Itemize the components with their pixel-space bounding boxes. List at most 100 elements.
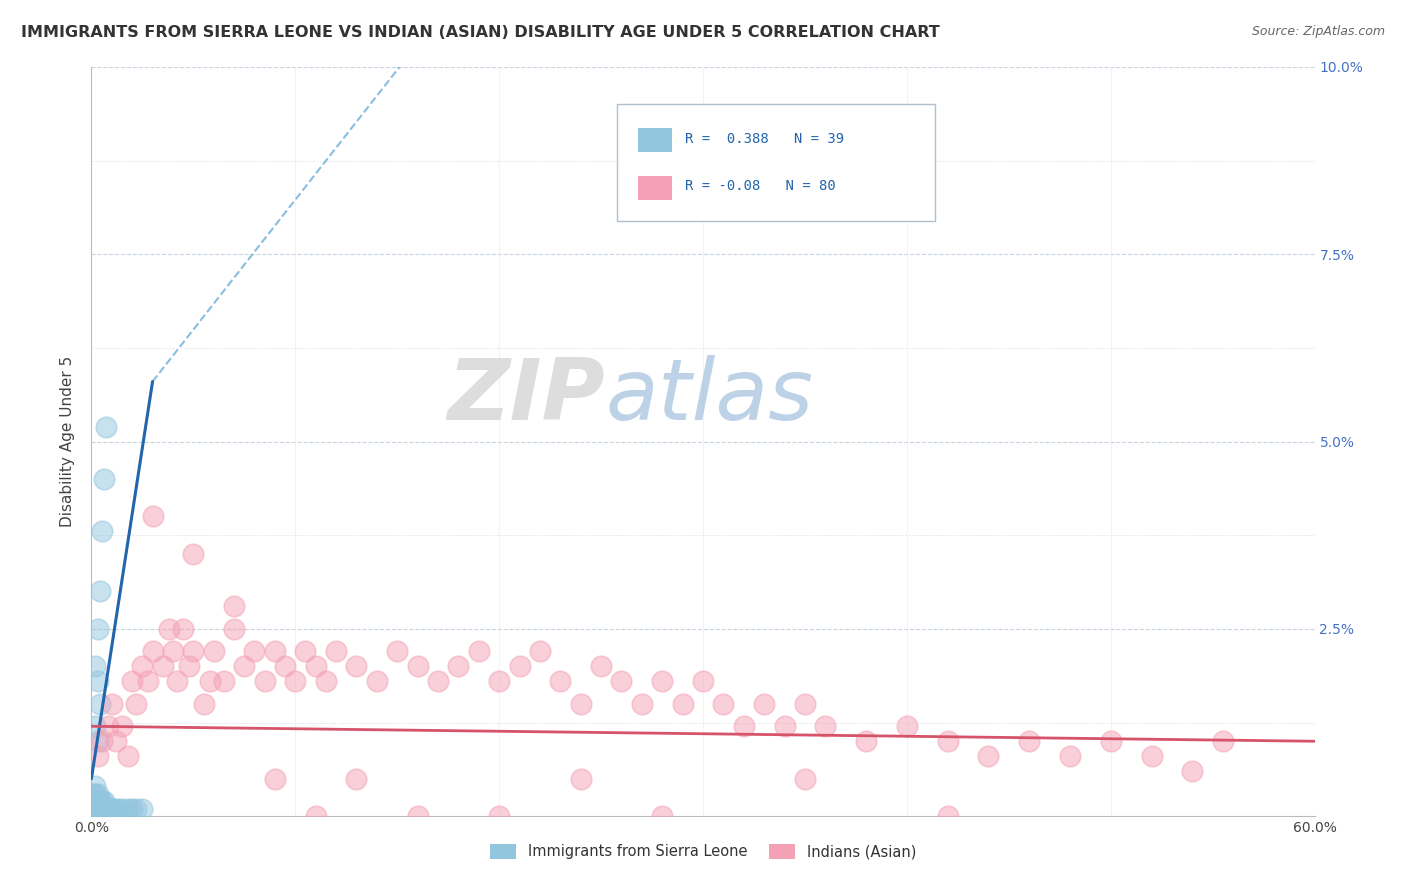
Point: [82, 794, 104, 808]
Point: [1212, 734, 1234, 748]
Point: [111, 802, 134, 816]
Point: [90, 802, 112, 816]
Text: R =  0.388   N = 39: R = 0.388 N = 39: [685, 131, 844, 145]
Point: [93, 794, 115, 808]
Point: [406, 659, 429, 673]
Point: [157, 622, 180, 636]
Point: [141, 509, 163, 524]
Point: [141, 644, 163, 658]
Point: [131, 659, 153, 673]
Point: [243, 644, 266, 658]
Point: [631, 697, 654, 711]
Point: [814, 719, 837, 733]
Point: [569, 697, 592, 711]
Point: [117, 802, 139, 816]
Point: [97, 719, 120, 733]
Point: [222, 599, 246, 614]
Point: [107, 802, 129, 816]
Point: [529, 644, 551, 658]
Point: [773, 719, 796, 733]
Point: [488, 809, 510, 823]
Point: [977, 749, 1000, 764]
Point: [855, 734, 877, 748]
Point: [591, 659, 613, 673]
Point: [86, 622, 108, 636]
Point: [97, 802, 120, 816]
Point: [651, 809, 673, 823]
Point: [86, 674, 108, 689]
Y-axis label: Disability Age Under 5: Disability Age Under 5: [60, 356, 76, 527]
Point: [294, 644, 316, 658]
Point: [896, 719, 918, 733]
Point: [103, 802, 125, 816]
Point: [550, 674, 572, 689]
Point: [264, 772, 287, 786]
Point: [711, 697, 734, 711]
Point: [84, 794, 107, 808]
Point: [385, 644, 409, 658]
Point: [754, 697, 776, 711]
Point: [1059, 749, 1081, 764]
Point: [1018, 734, 1040, 748]
Point: [264, 644, 287, 658]
Point: [325, 644, 347, 658]
Point: [346, 659, 368, 673]
Point: [304, 659, 326, 673]
Point: [90, 734, 112, 748]
Point: [89, 697, 111, 711]
Point: [233, 659, 256, 673]
Point: [366, 674, 388, 689]
Point: [183, 547, 205, 561]
Point: [90, 794, 112, 808]
Point: [138, 674, 160, 689]
Point: [427, 674, 450, 689]
Point: [166, 674, 188, 689]
Point: [488, 674, 510, 689]
Point: [82, 787, 104, 801]
Point: [793, 697, 815, 711]
Point: [86, 734, 108, 748]
Point: [274, 659, 297, 673]
Point: [936, 809, 959, 823]
FancyBboxPatch shape: [617, 104, 935, 220]
Point: [94, 802, 117, 816]
Point: [125, 802, 148, 816]
Point: [569, 772, 592, 786]
Point: [101, 802, 124, 816]
Point: [198, 674, 221, 689]
Point: [86, 749, 108, 764]
Point: [610, 674, 633, 689]
Point: [84, 659, 107, 673]
Point: [86, 802, 108, 816]
Text: atlas: atlas: [605, 355, 813, 438]
Point: [1140, 749, 1163, 764]
Point: [90, 524, 112, 539]
Point: [447, 659, 470, 673]
Point: [315, 674, 337, 689]
Point: [509, 659, 531, 673]
Point: [222, 622, 246, 636]
Point: [202, 644, 225, 658]
Point: [104, 734, 127, 748]
Point: [117, 749, 139, 764]
Point: [651, 674, 673, 689]
Point: [212, 674, 235, 689]
Point: [121, 674, 143, 689]
Point: [82, 802, 104, 816]
Point: [84, 779, 107, 793]
Point: [692, 674, 714, 689]
Point: [172, 622, 194, 636]
Point: [672, 697, 695, 711]
Point: [86, 794, 108, 808]
Point: [193, 697, 215, 711]
Point: [89, 802, 111, 816]
Point: [467, 644, 491, 658]
Point: [84, 787, 107, 801]
Point: [733, 719, 755, 733]
Bar: [638, 176, 672, 200]
Point: [98, 802, 121, 816]
Point: [84, 802, 107, 816]
Point: [89, 584, 111, 599]
Point: [183, 644, 205, 658]
Point: [152, 659, 174, 673]
